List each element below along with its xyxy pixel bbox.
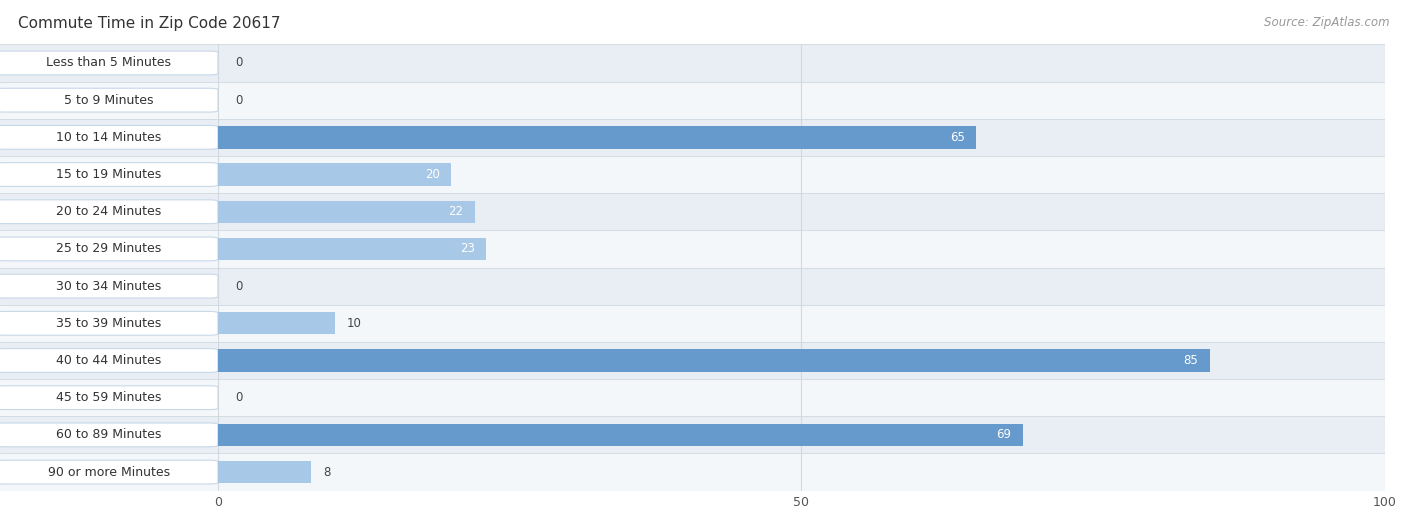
Text: 65: 65 — [950, 131, 965, 144]
Text: Less than 5 Minutes: Less than 5 Minutes — [46, 56, 172, 69]
Bar — [218, 163, 451, 186]
Text: 40 to 44 Minutes: 40 to 44 Minutes — [56, 354, 162, 367]
FancyBboxPatch shape — [0, 88, 218, 112]
FancyBboxPatch shape — [0, 163, 218, 186]
Bar — [0, 379, 218, 417]
FancyBboxPatch shape — [0, 349, 218, 372]
FancyBboxPatch shape — [0, 423, 218, 447]
FancyBboxPatch shape — [0, 237, 218, 261]
Text: 35 to 39 Minutes: 35 to 39 Minutes — [56, 317, 162, 330]
Text: 5 to 9 Minutes: 5 to 9 Minutes — [65, 93, 153, 106]
Text: 30 to 34 Minutes: 30 to 34 Minutes — [56, 280, 162, 293]
Text: 45 to 59 Minutes: 45 to 59 Minutes — [56, 391, 162, 404]
Bar — [218, 454, 1385, 491]
Text: 20: 20 — [425, 168, 440, 181]
Text: 90 or more Minutes: 90 or more Minutes — [48, 466, 170, 479]
Bar — [0, 342, 218, 379]
Text: 69: 69 — [997, 429, 1011, 442]
Bar — [218, 81, 1385, 119]
FancyBboxPatch shape — [0, 386, 218, 410]
Bar — [218, 44, 1385, 81]
Bar — [218, 417, 1385, 454]
Bar — [0, 230, 218, 268]
Text: 10 to 14 Minutes: 10 to 14 Minutes — [56, 131, 162, 144]
Text: 20 to 24 Minutes: 20 to 24 Minutes — [56, 205, 162, 218]
Text: 0: 0 — [235, 391, 243, 404]
Text: 23: 23 — [460, 242, 475, 255]
Text: Commute Time in Zip Code 20617: Commute Time in Zip Code 20617 — [18, 16, 281, 31]
Bar — [218, 126, 977, 149]
Text: 8: 8 — [323, 466, 330, 479]
FancyBboxPatch shape — [0, 51, 218, 75]
Text: Source: ZipAtlas.com: Source: ZipAtlas.com — [1264, 16, 1389, 29]
Bar — [218, 342, 1385, 379]
Text: 0: 0 — [235, 280, 243, 293]
Text: 15 to 19 Minutes: 15 to 19 Minutes — [56, 168, 162, 181]
Bar — [218, 238, 486, 260]
Bar — [218, 119, 1385, 156]
Bar — [218, 200, 475, 223]
Bar — [0, 417, 218, 454]
FancyBboxPatch shape — [0, 125, 218, 149]
Bar — [0, 119, 218, 156]
Bar — [218, 230, 1385, 268]
Text: 60 to 89 Minutes: 60 to 89 Minutes — [56, 429, 162, 442]
Bar — [218, 156, 1385, 193]
Bar — [218, 193, 1385, 230]
Bar — [218, 312, 335, 335]
Text: 0: 0 — [235, 56, 243, 69]
Bar — [0, 156, 218, 193]
Bar — [218, 424, 1024, 446]
Bar — [0, 81, 218, 119]
FancyBboxPatch shape — [0, 274, 218, 298]
Bar — [0, 454, 218, 491]
Bar — [218, 305, 1385, 342]
Bar — [0, 268, 218, 305]
FancyBboxPatch shape — [0, 460, 218, 484]
Text: 22: 22 — [449, 205, 463, 218]
Bar — [0, 193, 218, 230]
Text: 0: 0 — [235, 93, 243, 106]
Bar — [218, 461, 311, 483]
Bar — [0, 44, 218, 81]
Text: 25 to 29 Minutes: 25 to 29 Minutes — [56, 242, 162, 255]
Text: 10: 10 — [346, 317, 361, 330]
FancyBboxPatch shape — [0, 200, 218, 223]
Bar — [218, 379, 1385, 417]
FancyBboxPatch shape — [0, 312, 218, 335]
Bar — [0, 305, 218, 342]
Bar — [218, 268, 1385, 305]
Bar — [218, 349, 1209, 372]
Text: 85: 85 — [1184, 354, 1198, 367]
